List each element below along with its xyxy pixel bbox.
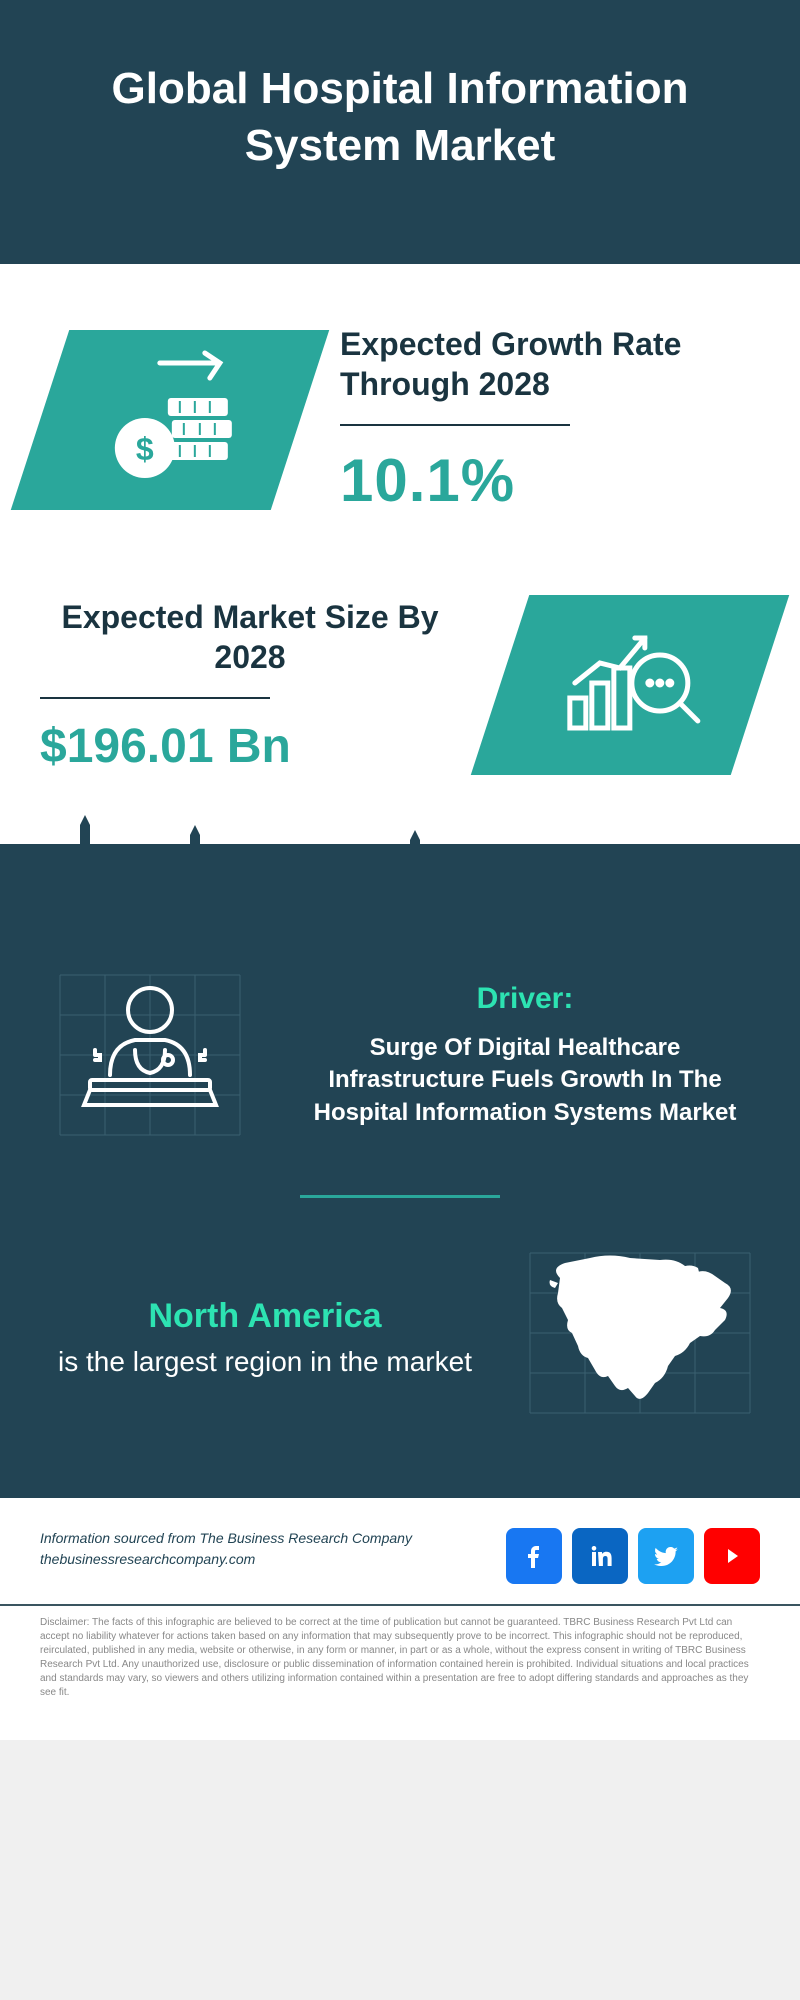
market-size-section: Expected Market Size By 2028 $196.01 Bn: [0, 555, 800, 805]
region-block: North America is the largest region in t…: [40, 1238, 760, 1438]
footer: Information sourced from The Business Re…: [0, 1498, 800, 1594]
money-growth-icon: $: [90, 347, 250, 492]
twitter-icon[interactable]: [638, 1528, 694, 1584]
region-highlight: North America: [40, 1297, 490, 1336]
growth-value: 10.1%: [340, 446, 760, 515]
divider: [300, 1195, 500, 1198]
source-line: Information sourced from The Business Re…: [40, 1528, 412, 1549]
divider: [340, 424, 570, 426]
driver-description: Surge Of Digital Healthcare Infrastructu…: [290, 1032, 760, 1129]
disclaimer-wrap: Disclaimer: The facts of this infographi…: [0, 1604, 800, 1740]
facebook-icon[interactable]: [506, 1528, 562, 1584]
disclaimer-text: Disclaimer: The facts of this infographi…: [40, 1606, 760, 1700]
page-title: Global Hospital Information System Marke…: [40, 60, 760, 174]
city-skyline: [0, 805, 800, 935]
driver-label: Driver:: [290, 982, 760, 1016]
growth-text-block: Expected Growth Rate Through 2028 10.1%: [340, 324, 760, 515]
market-parallelogram: [471, 595, 789, 775]
source-url: thebusinessresearchcompany.com: [40, 1549, 412, 1570]
driver-block: Driver: Surge Of Digital Healthcare Infr…: [40, 955, 760, 1155]
social-icons: [506, 1528, 760, 1584]
growth-label: Expected Growth Rate Through 2028: [340, 324, 760, 404]
doctor-laptop-icon: [40, 955, 260, 1155]
linkedin-icon[interactable]: [572, 1528, 628, 1584]
growth-parallelogram: $: [11, 330, 329, 510]
north-america-map-icon: [520, 1238, 760, 1438]
header: Global Hospital Information System Marke…: [0, 0, 800, 264]
svg-text:$: $: [136, 430, 154, 466]
market-size-label: Expected Market Size By 2028: [40, 597, 460, 677]
footer-text: Information sourced from The Business Re…: [40, 1528, 412, 1570]
youtube-icon[interactable]: [704, 1528, 760, 1584]
market-size-value: $196.01 Bn: [40, 719, 460, 774]
market-text-block: Expected Market Size By 2028 $196.01 Bn: [40, 597, 460, 774]
region-text-block: North America is the largest region in t…: [40, 1297, 490, 1380]
chart-analysis-icon: [550, 613, 710, 758]
growth-section: $ Expected Growth Rate Through 2028 10.1…: [0, 264, 800, 555]
driver-text-block: Driver: Surge Of Digital Healthcare Infr…: [290, 982, 760, 1129]
region-subtext: is the largest region in the market: [40, 1344, 490, 1380]
divider: [40, 697, 270, 699]
dark-section: Driver: Surge Of Digital Healthcare Infr…: [0, 935, 800, 1498]
